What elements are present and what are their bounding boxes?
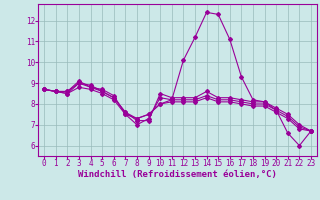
- X-axis label: Windchill (Refroidissement éolien,°C): Windchill (Refroidissement éolien,°C): [78, 170, 277, 179]
